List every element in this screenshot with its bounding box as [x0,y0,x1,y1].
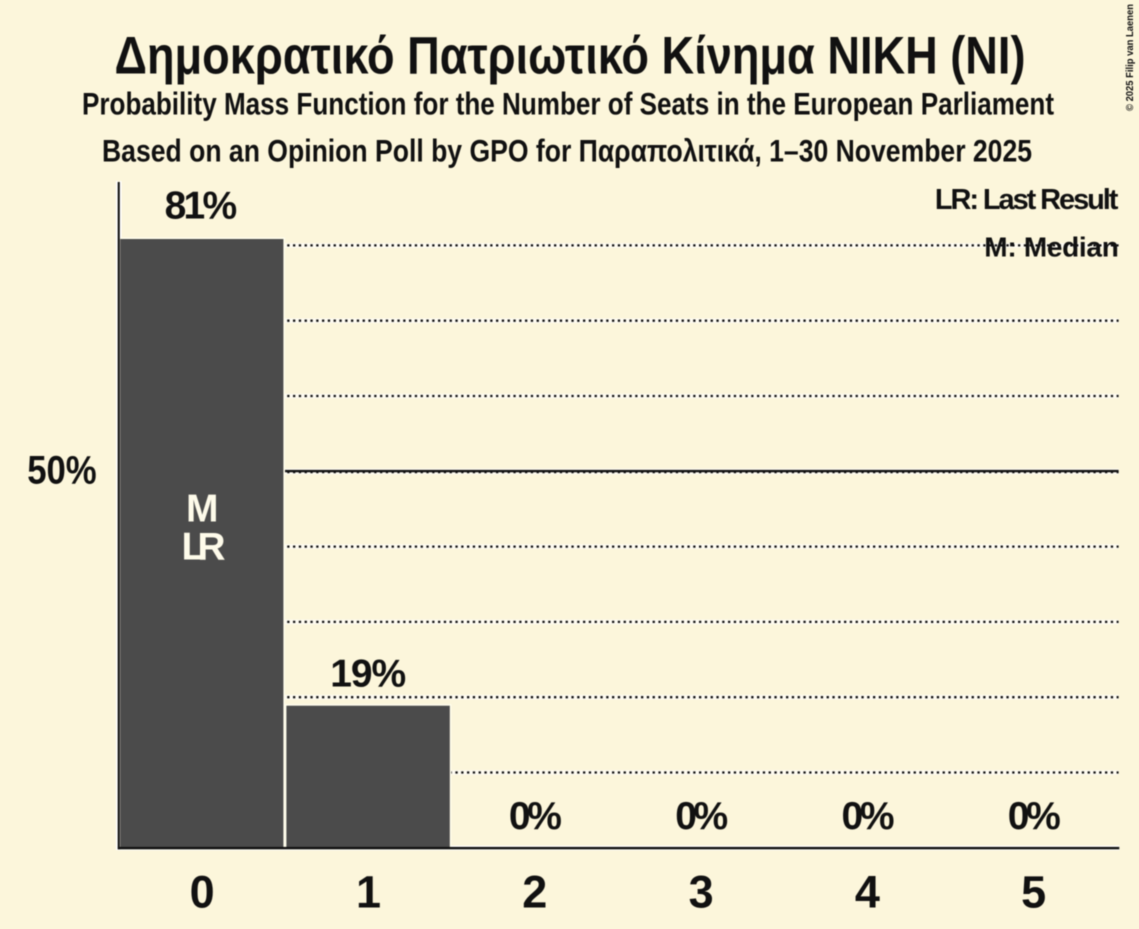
svg-text:0%: 0% [1008,795,1061,838]
svg-text:M: M [186,487,219,530]
svg-text:19%: 19% [330,653,406,696]
svg-text:LR: LR [182,525,226,568]
svg-text:© 2025 Filip van Laenen: © 2025 Filip van Laenen [1124,4,1136,111]
svg-text:3: 3 [689,867,714,918]
svg-text:0: 0 [190,867,215,918]
svg-text:Based on an Opinion Poll by GP: Based on an Opinion Poll by GPO for Παρα… [102,133,1032,169]
svg-text:5: 5 [1021,867,1046,918]
svg-text:M: Median: M: Median [984,232,1119,263]
svg-text:50%: 50% [27,448,97,492]
svg-text:0%: 0% [675,795,728,838]
svg-text:0%: 0% [509,795,562,838]
svg-text:1: 1 [356,867,381,918]
svg-text:2: 2 [522,867,547,918]
svg-text:Probability Mass Function for: Probability Mass Function for the Number… [82,86,1054,122]
svg-text:81%: 81% [165,185,238,228]
svg-text:0%: 0% [842,795,895,838]
svg-text:4: 4 [855,867,880,918]
svg-text:LR: Last Result: LR: Last Result [935,184,1119,216]
svg-text:Δημοκρατικό Πατριωτικό Κίνημα: Δημοκρατικό Πατριωτικό Κίνημα ΝΙΚΗ (ΝΙ) [115,27,1026,86]
